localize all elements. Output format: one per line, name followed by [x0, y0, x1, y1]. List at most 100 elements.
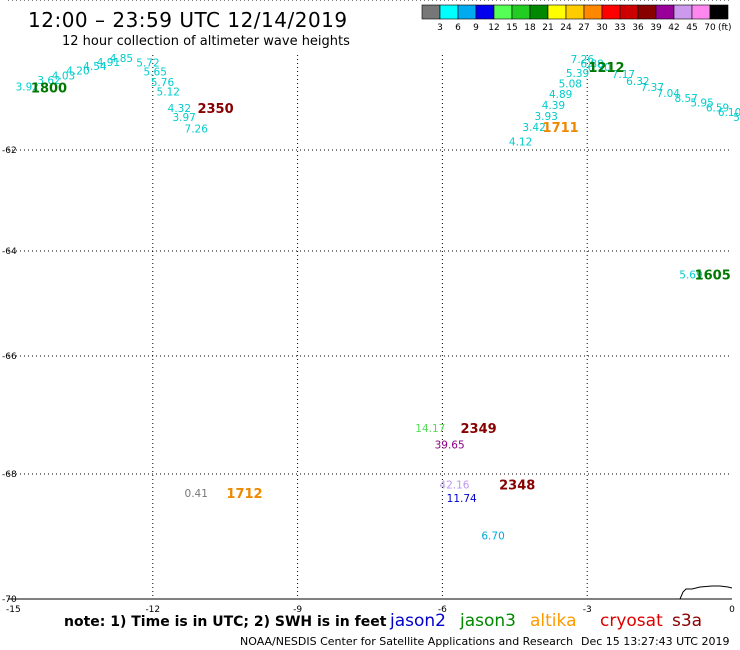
colorbar-swatch: [565, 4, 585, 20]
wave-height-label: 4.03: [52, 70, 75, 82]
wave-height-label: 4.54: [83, 61, 107, 73]
wave-height-label: 6.70: [481, 530, 504, 542]
colorbar-swatch: [457, 4, 477, 20]
colorbar-label: 39: [650, 23, 662, 33]
y-tick-label: -62: [2, 146, 17, 156]
wave-height-label: 4.91: [97, 57, 120, 69]
chart-subtitle: 12 hour collection of altimeter wave hei…: [62, 34, 350, 49]
wave-height-label: 5.65: [144, 67, 167, 79]
wave-height-label: 5.95: [690, 98, 713, 110]
colorbar-label: 6: [455, 23, 461, 33]
wave-height-label: 4.89: [549, 89, 572, 101]
colorbar-swatch: [529, 4, 549, 20]
wave-height-label: 6.32: [626, 76, 649, 88]
wave-height-label: 11.74: [447, 493, 477, 505]
satellite-legend-cryosat: cryosat: [600, 611, 663, 631]
wave-height-label: 39.65: [435, 440, 465, 452]
wave-height-label: 4.39: [542, 100, 565, 112]
y-tick-label: -66: [2, 352, 17, 362]
wave-height-label: 7.57: [129, 0, 152, 3]
time-label: 2350: [197, 102, 233, 117]
wave-height-label: 5.08: [559, 79, 582, 91]
colorbar-legend: 3 6 9 12 15 18 21 24 27 30 33 36 39 42 45 70: [421, 4, 729, 33]
y-tick-label: -68: [2, 470, 17, 480]
wave-height-label: 5.4: [733, 112, 740, 124]
wave-height-label: 6.10: [718, 107, 740, 119]
wave-height-labels: 3.923.624.034.204.544.914.85 6.377.57 5.72…: [16, 0, 740, 542]
wave-height-label: 5.39: [566, 68, 589, 80]
colorbar-swatch: [421, 4, 441, 20]
time-label: 2351: [156, 0, 192, 4]
colorbar-label: 33: [614, 23, 625, 33]
colorbar-unit: (ft): [718, 23, 732, 33]
y-tick-label: -64: [2, 247, 17, 257]
colorbar-label: 21: [542, 23, 553, 33]
wave-height-label: 6.59: [706, 102, 729, 114]
x-tick-label: 0: [729, 605, 735, 615]
timestamp-text: Dec 15 13:27:43 UTC 2019: [581, 635, 729, 648]
colorbar-label: 9: [473, 23, 479, 33]
colorbar-label: 45: [686, 23, 697, 33]
time-label: 1211: [572, 0, 608, 4]
colorbar-label: 24: [560, 23, 572, 33]
colorbar-swatch: [655, 4, 675, 20]
colorbar-swatch: [637, 4, 657, 20]
colorbar-label: 12: [488, 23, 499, 33]
grid-lines: [8, 0, 732, 599]
wave-height-label: 5.76: [151, 77, 175, 89]
wave-height-label: 3.92: [16, 81, 39, 93]
colorbar-label: 42: [668, 23, 679, 33]
colorbar-swatch: [619, 4, 639, 20]
wave-height-label: 7.17: [612, 69, 635, 81]
time-label: 1712: [226, 487, 262, 502]
wave-height-label: 5.72: [136, 58, 159, 70]
wave-height-label: 0.41: [185, 488, 208, 500]
satellite-legend: jason2 jason3 altika cryosat s3a: [389, 611, 702, 631]
wave-height-label: 3.42: [522, 122, 545, 134]
time-labels: 1800 2351 2350 1211 1710 1212 1711 1605 2349 2348…: [31, 0, 731, 502]
wave-height-label: 6.88: [580, 59, 603, 71]
wave-height-label: 3.97: [172, 112, 195, 124]
y-tick-label: -60: [2, 0, 17, 3]
x-tick-label: -12: [145, 605, 160, 615]
wave-height-label: 4.85: [110, 53, 133, 65]
time-label: 1212: [588, 61, 624, 76]
wave-height-label: 3.93: [534, 111, 557, 123]
y-tick-label: -70: [2, 595, 17, 605]
time-label: 2348: [499, 479, 535, 494]
satellite-legend-jason2: jason2: [389, 611, 446, 631]
wave-height-label: 7.26: [571, 54, 595, 66]
colorbar-swatch: [583, 4, 603, 20]
colorbar-label: 18: [524, 23, 536, 33]
wave-height-label: 6.90: [588, 62, 611, 74]
wave-height-label: 4.32: [168, 103, 191, 115]
x-tick-label: -15: [6, 605, 21, 615]
colorbar-label: 3: [437, 23, 443, 33]
coastline-path: [679, 585, 733, 600]
colorbar-swatch: [493, 4, 513, 20]
wave-height-label: 7.04: [657, 88, 681, 100]
colorbar-swatch: [547, 4, 567, 20]
satellite-legend-jason3: jason3: [459, 611, 516, 631]
x-tick-label: -6: [438, 605, 447, 615]
colorbar-swatch: [601, 4, 621, 20]
colorbar-swatch: [709, 4, 729, 20]
colorbar-label: 27: [578, 23, 589, 33]
colorbar-label: 70: [704, 23, 716, 33]
colorbar-label: 15: [506, 23, 517, 33]
colorbar-swatch: [511, 4, 531, 20]
time-label: 1711: [543, 121, 579, 136]
wave-height-label: 42.16: [439, 480, 469, 492]
chart-title: 12:00 – 23:59 UTC 12/14/2019: [28, 8, 348, 32]
x-tick-label: -9: [293, 605, 302, 615]
axis-tick-labels: -60 -62 -64 -66 -68 -70-15 -12 -9 -6 -3 0: [2, 0, 735, 615]
wave-height-label: 4.20: [66, 66, 89, 78]
wave-height-label: 4.12: [509, 136, 532, 148]
coastline: [679, 585, 733, 600]
colorbar-label: 30: [596, 23, 608, 33]
time-label: 1800: [31, 81, 67, 96]
colorbar-swatch: [475, 4, 495, 20]
colorbar-label: 36: [632, 23, 644, 33]
wave-height-label: 5.12: [157, 87, 180, 99]
